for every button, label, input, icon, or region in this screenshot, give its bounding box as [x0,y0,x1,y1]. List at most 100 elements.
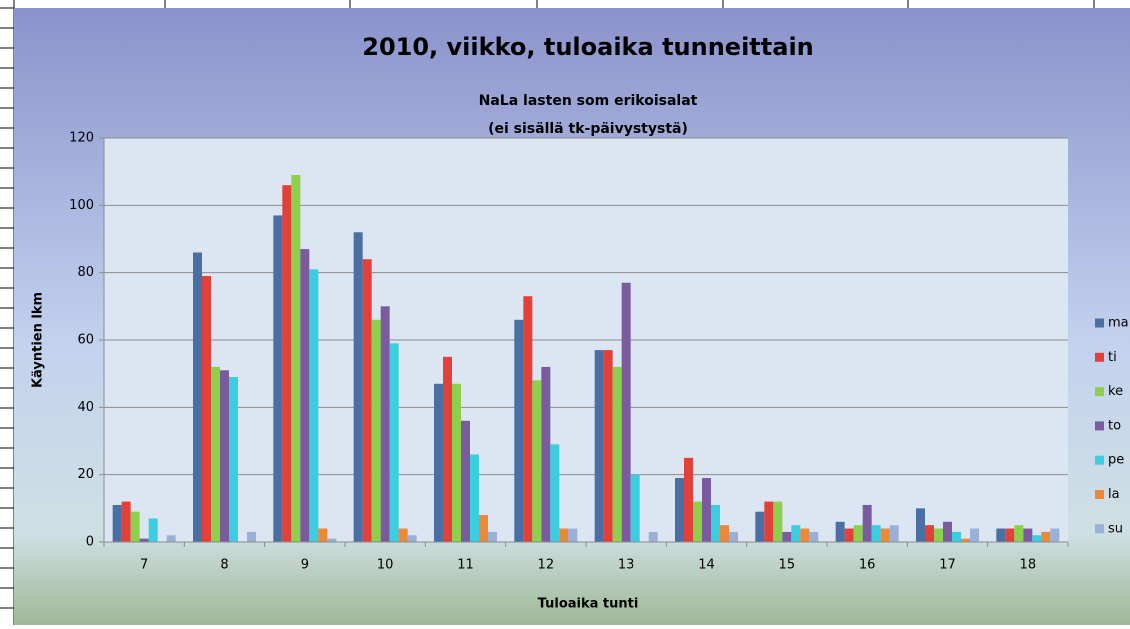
legend-label: ti [1108,350,1117,365]
bar [353,232,363,542]
bar [755,511,765,542]
bar [612,366,622,542]
bar [523,296,533,542]
bar [541,366,551,542]
bar [220,370,229,542]
legend-label: su [1108,521,1123,536]
bar [202,276,211,542]
bar [273,215,283,542]
legend-swatch [1095,455,1104,465]
chart-subtitle: NaLa lasten som erikoisalat [479,93,698,109]
bar [407,535,417,542]
legend-label: la [1108,487,1120,502]
bar [934,528,943,542]
bar [800,528,810,542]
y-tick-label: 40 [77,400,94,415]
bar [300,249,310,542]
bar [1032,535,1042,542]
legend-label: to [1108,418,1121,433]
bar [970,528,979,542]
bar [880,528,890,542]
bar [193,252,202,542]
bar [121,501,131,542]
bar [916,508,925,542]
bar [362,259,372,542]
bar [684,457,693,542]
y-tick-label: 60 [77,333,94,348]
bar [452,383,461,542]
bar [112,504,122,542]
legend-swatch [1095,524,1104,534]
bar [318,528,328,542]
bar [291,175,301,543]
legend-swatch [1095,318,1104,328]
bar [514,319,524,542]
y-tick-label: 80 [77,265,94,280]
bar [559,528,569,542]
bar [247,531,256,542]
bar [1023,528,1033,542]
legend-swatch [1095,490,1104,499]
chart-subtitle: (ei sisällä tk-päivystystä) [488,121,688,137]
bar [139,538,149,542]
y-axis-label: Käyntien lkm [31,292,46,388]
bar [943,521,952,542]
bar [461,420,470,542]
bar [648,531,658,542]
legend-swatch [1095,387,1104,397]
bar [675,478,684,542]
bar [835,521,845,542]
x-tick-label: 12 [538,558,555,573]
bar [1014,525,1024,542]
bar [889,525,899,542]
bar [488,531,497,542]
bar [434,383,443,542]
bar [389,343,399,542]
bar [1041,531,1051,542]
legend-swatch [1095,421,1104,431]
bar [621,282,631,542]
x-tick-label: 14 [698,558,715,573]
x-tick-label: 8 [220,558,228,573]
bar [398,528,408,542]
bar [711,504,720,542]
bar [693,501,702,542]
bar [309,269,319,542]
y-tick-label: 20 [77,467,94,482]
bar [871,525,881,542]
chart-title: 2010, viikko, tuloaika tunneittain [362,33,814,61]
bar [720,525,729,542]
bar [844,528,854,542]
bar [166,535,176,542]
x-axis-label: Tuloaika tunti [538,597,639,612]
bar [211,366,220,542]
bar [568,528,578,542]
bar [327,538,337,542]
bar [952,531,961,542]
bar [1005,528,1015,542]
bar [130,511,140,542]
bar [532,380,542,542]
bar [443,356,452,542]
bar [594,350,604,542]
bar [1050,528,1060,542]
bar [380,306,390,542]
x-tick-label: 7 [140,558,148,573]
row-lines [0,7,14,609]
x-tick-label: 16 [859,558,876,573]
x-tick-label: 18 [1020,558,1037,573]
x-tick-label: 13 [618,558,635,573]
bar [702,478,711,542]
bar [791,525,801,542]
legend-label: ma [1108,316,1129,331]
bar [148,518,158,542]
bar [479,515,488,542]
bar [603,350,613,542]
bar [853,525,863,542]
legend-label: pe [1108,453,1124,468]
bar [470,454,479,542]
x-tick-label: 10 [377,558,394,573]
bar [550,444,560,542]
y-tick-label: 0 [86,535,94,550]
y-tick-label: 120 [69,131,94,146]
